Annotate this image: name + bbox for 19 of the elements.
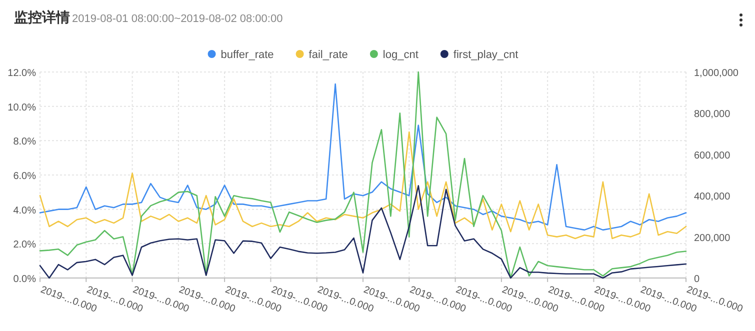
y-tick-label: 12.0% [8,68,36,79]
y2-tick-label: 600,000 [694,150,731,162]
y-tick-label: 4.0% [13,205,36,216]
y-tick-label: 8.0% [13,136,36,148]
legend-label: first_play_cnt [453,49,518,61]
chart-subtitle: 2019-08-01 08:00:00~2019-08-02 08:00:00 [72,13,283,25]
y2-tick-label: 1,000,000 [694,68,739,79]
y2-tick-label: 800,000 [694,109,731,120]
legend-label: fail_rate [308,49,348,61]
y2-tick-label: 200,000 [694,232,731,244]
y-tick-label: 10.0% [8,102,36,114]
chart-title: 监控详情 [14,9,70,25]
y-tick-label: 0.0% [13,274,36,285]
legend-label: buffer_rate [220,49,274,61]
legend-label: log_cnt [382,49,418,61]
y2-tick-label: 0 [694,274,700,285]
y-tick-label: 6.0% [13,171,36,182]
y2-tick-label: 400,000 [694,192,731,203]
y-tick-label: 2.0% [13,240,36,251]
